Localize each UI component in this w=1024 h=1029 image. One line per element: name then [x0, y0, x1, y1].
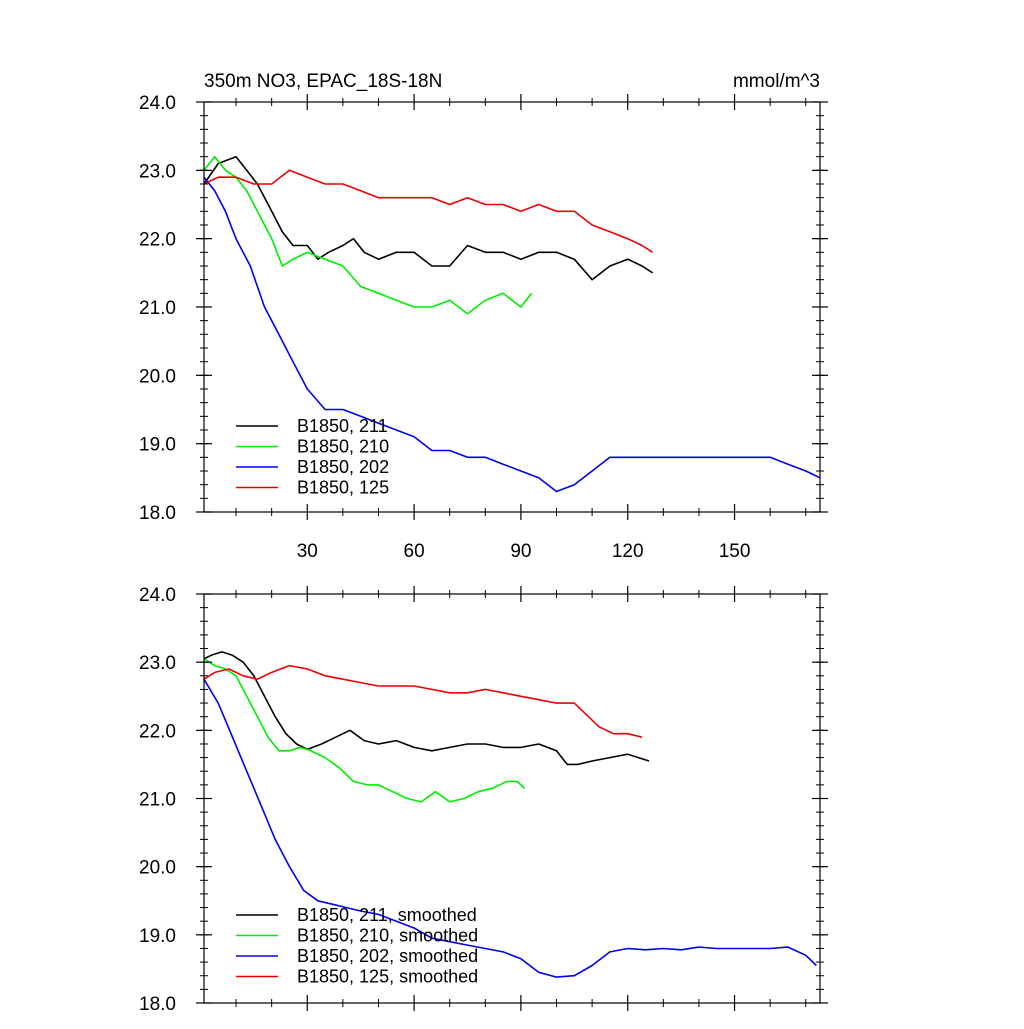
chart-title: 350m NO3, EPAC_18S-18N [204, 71, 442, 92]
units-label: mmol/m^3 [733, 71, 820, 92]
y-tick-label: 22.0 [139, 721, 176, 742]
x-tick-label: 90 [510, 541, 531, 562]
y-tick-label: 22.0 [139, 230, 176, 251]
y-tick-label: 19.0 [139, 435, 176, 456]
y-tick-label: 21.0 [139, 298, 176, 319]
legend-label: B1850, 211 [297, 416, 388, 436]
legend-label: B1850, 202 [297, 457, 389, 477]
series-line-1 [203, 155, 654, 281]
series-line-2 [203, 658, 526, 803]
x-tick-label: 150 [719, 541, 751, 562]
series-line-3 [203, 176, 821, 493]
y-tick-label: 23.0 [139, 653, 176, 674]
legend-label: B1850, 210, smoothed [297, 926, 478, 946]
series-line-2 [203, 155, 533, 315]
y-tick-label: 19.0 [139, 926, 176, 947]
y-tick-label: 20.0 [139, 858, 176, 879]
series-line-4 [203, 664, 643, 738]
y-tick-label: 24.0 [139, 585, 176, 606]
legend-label: B1850, 210 [297, 437, 389, 457]
bottom-series-group [203, 651, 817, 978]
y-tick-label: 18.0 [139, 994, 176, 1015]
legend-label: B1850, 125 [297, 478, 389, 498]
top-panel: 350m NO3, EPAC_18S-18N mmol/m^3 18.0 19.0… [139, 71, 828, 562]
top-axes: 18.0 19.0 20.0 21.0 22.0 23.0 24.0 30 60 90 120 150 [139, 93, 828, 562]
bottom-panel: 18.0 19.0 20.0 21.0 22.0 23.0 24.0 B1850, 211,… [139, 585, 828, 1015]
top-series-group [203, 155, 821, 493]
series-line-1 [203, 651, 650, 766]
legend-label: B1850, 125, smoothed [297, 967, 478, 987]
x-tick-label: 60 [404, 541, 425, 562]
y-tick-label: 21.0 [139, 790, 176, 811]
legend-label: B1850, 211, smoothed [297, 905, 477, 925]
y-tick-label: 23.0 [139, 161, 176, 182]
x-tick-label: 30 [297, 541, 318, 562]
series-line-3 [203, 678, 817, 978]
x-tick-label: 120 [612, 541, 644, 562]
y-tick-label: 18.0 [139, 503, 176, 524]
y-tick-label: 20.0 [139, 366, 176, 387]
bottom-axes: 18.0 19.0 20.0 21.0 22.0 23.0 24.0 [139, 585, 828, 1015]
y-tick-label: 24.0 [139, 93, 176, 114]
series-line-4 [203, 169, 654, 253]
legend-label: B1850, 202, smoothed [297, 946, 478, 966]
